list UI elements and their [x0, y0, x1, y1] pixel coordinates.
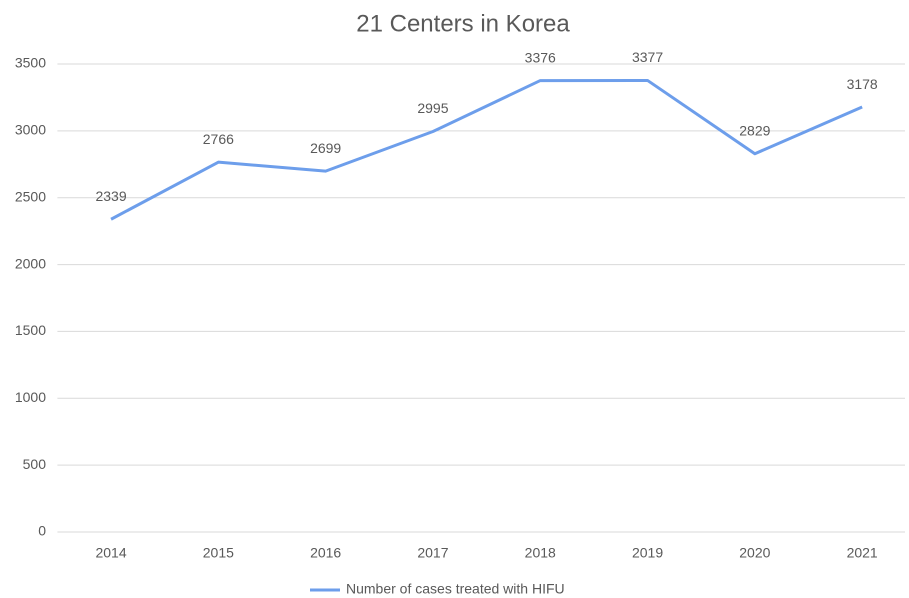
y-tick-label: 0 [38, 523, 46, 539]
data-label: 2339 [95, 188, 126, 204]
x-tick-label: 2017 [417, 545, 448, 561]
y-tick-label: 2500 [15, 188, 46, 204]
data-label: 2829 [739, 122, 770, 138]
y-tick-label: 3000 [15, 122, 46, 138]
data-label: 3178 [847, 76, 878, 92]
y-tick-label: 2000 [15, 255, 46, 271]
data-label: 2995 [417, 100, 448, 116]
x-tick-label: 2021 [847, 545, 878, 561]
y-tick-label: 500 [23, 456, 47, 472]
data-label: 3377 [632, 49, 663, 65]
data-label: 3376 [525, 49, 556, 65]
data-line [110, 78, 863, 221]
chart-title: 21 Centers in Korea [356, 10, 570, 37]
y-tick-label: 1500 [15, 322, 46, 338]
y-tick-label: 1000 [15, 389, 46, 405]
x-tick-label: 2015 [203, 545, 234, 561]
data-label: 2766 [203, 131, 234, 147]
y-tick-label: 3500 [15, 55, 46, 71]
x-tick-label: 2019 [632, 545, 663, 561]
x-tick-label: 2016 [310, 545, 341, 561]
legend-label: Number of cases treated with HIFU [346, 581, 565, 597]
x-tick-label: 2014 [95, 545, 126, 561]
data-label: 2699 [310, 140, 341, 156]
x-tick-label: 2020 [739, 545, 770, 561]
x-tick-label: 2018 [525, 545, 556, 561]
